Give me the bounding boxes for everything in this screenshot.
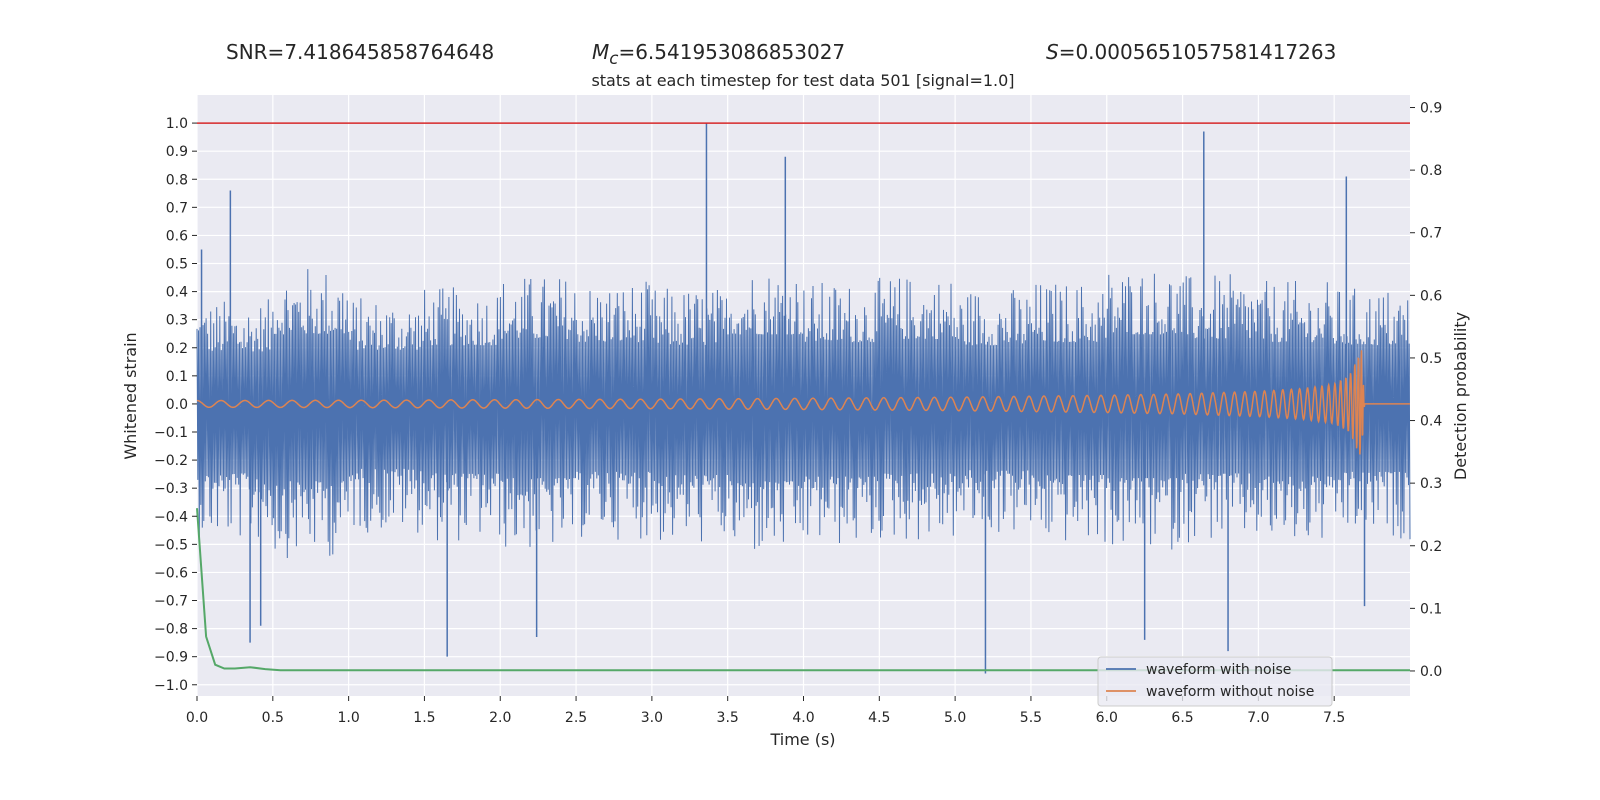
y-tick-label: −0.7: [154, 594, 188, 610]
y2-tick-label: 0.5: [1420, 351, 1442, 367]
right-tick-labels: 0.0 0.1 0.2 0.3 0.4 0.5 0.6 0.7 0.8 0.9: [1410, 101, 1442, 680]
y-tick-label: −0.3: [154, 481, 188, 497]
y2-tick-label: 0.7: [1420, 226, 1442, 242]
x-tick-label: 7.0: [1247, 710, 1269, 726]
chirp-mass-subscript: c: [609, 49, 619, 68]
legend: waveform with noise waveform without noi…: [1097, 656, 1333, 707]
x-tick-label: 4.5: [868, 710, 890, 726]
y2-tick-label: 0.6: [1420, 288, 1442, 304]
y2-tick-label: 0.3: [1420, 476, 1442, 492]
y-tick-label: −0.8: [154, 622, 188, 638]
x-axis-label: Time (s): [769, 730, 835, 749]
legend-label-noisy: waveform with noise: [1146, 662, 1291, 678]
y-tick-label: −0.9: [154, 650, 188, 666]
snr-label: SNR=: [226, 40, 285, 64]
x-tick-label: 1.5: [413, 710, 435, 726]
y-tick-label: 0.4: [166, 285, 188, 301]
x-tick-label: 6.0: [1096, 710, 1118, 726]
y-tick-label: −0.2: [154, 453, 188, 469]
legend-label-clean: waveform without noise: [1146, 684, 1314, 700]
y-tick-label: −1.0: [154, 678, 188, 694]
y2-tick-label: 0.1: [1420, 601, 1442, 617]
y-tick-label: 0.0: [166, 397, 188, 413]
y-tick-label: 0.5: [166, 257, 188, 273]
y2-axis-label: Detection probability: [1451, 312, 1470, 480]
x-tick-label: 5.5: [1020, 710, 1042, 726]
noisy-trace: [196, 269, 1411, 559]
y2-tick-label: 0.2: [1420, 539, 1442, 555]
x-tick-label: 0.5: [262, 710, 284, 726]
x-tick-label: 7.5: [1323, 710, 1345, 726]
x-tick-label: 3.0: [641, 710, 663, 726]
probability-line: [196, 508, 1410, 672]
y-tick-label: −0.4: [154, 509, 188, 525]
x-tick-label: 1.0: [337, 710, 359, 726]
y2-tick-label: 0.0: [1420, 664, 1442, 680]
chirp-mass-stat: Mc=6.541953086853027: [592, 40, 845, 68]
x-tick-label: 2.0: [489, 710, 511, 726]
clean-waveform: [197, 350, 1410, 455]
left-tick-labels: −1.0 −0.9 −0.8 −0.7 −0.6 −0.5 −0.4 −0.3 −0.2 −0.1…: [154, 116, 197, 694]
x-tick-label: 5.0: [944, 710, 966, 726]
y-tick-label: 0.7: [166, 200, 188, 216]
noisy-waveform: [196, 123, 1411, 674]
y-tick-label: −0.1: [154, 425, 188, 441]
legend-box: [1097, 656, 1333, 707]
s-value: =0.0005651057581417263: [1058, 40, 1337, 64]
y-tick-label: −0.5: [154, 537, 188, 553]
x-tick-label: 4.0: [792, 710, 814, 726]
y-tick-label: 1.0: [166, 116, 188, 132]
y-tick-label: 0.2: [166, 341, 188, 357]
y2-tick-label: 0.4: [1420, 414, 1442, 430]
chart-title: stats at each timestep for test data 501…: [591, 71, 1014, 90]
snr-stat: SNR=7.418645858764648: [226, 40, 494, 64]
y-axis-label: Whitened strain: [121, 332, 140, 459]
chirp-mass-value: =6.541953086853027: [618, 40, 846, 64]
y-tick-label: 0.9: [166, 144, 188, 160]
y-tick-label: 0.3: [166, 313, 188, 329]
y2-tick-label: 0.8: [1420, 163, 1442, 179]
s-stat: S=0.0005651057581417263: [1046, 40, 1336, 64]
s-symbol: S: [1046, 40, 1059, 64]
chirp-mass-symbol: M: [592, 40, 610, 64]
y-tick-label: 0.1: [166, 369, 188, 385]
y-tick-label: 0.6: [166, 228, 188, 244]
y-tick-label: −0.6: [154, 565, 188, 581]
y2-tick-label: 0.9: [1420, 101, 1442, 117]
clean-trace: [197, 350, 1410, 455]
x-tick-label: 6.5: [1171, 710, 1193, 726]
y-tick-label: 0.8: [166, 172, 188, 188]
x-tick-label: 3.5: [717, 710, 739, 726]
snr-value: 7.418645858764648: [284, 40, 495, 64]
x-tick-label: 0.0: [186, 710, 208, 726]
x-tick-label: 2.5: [565, 710, 587, 726]
